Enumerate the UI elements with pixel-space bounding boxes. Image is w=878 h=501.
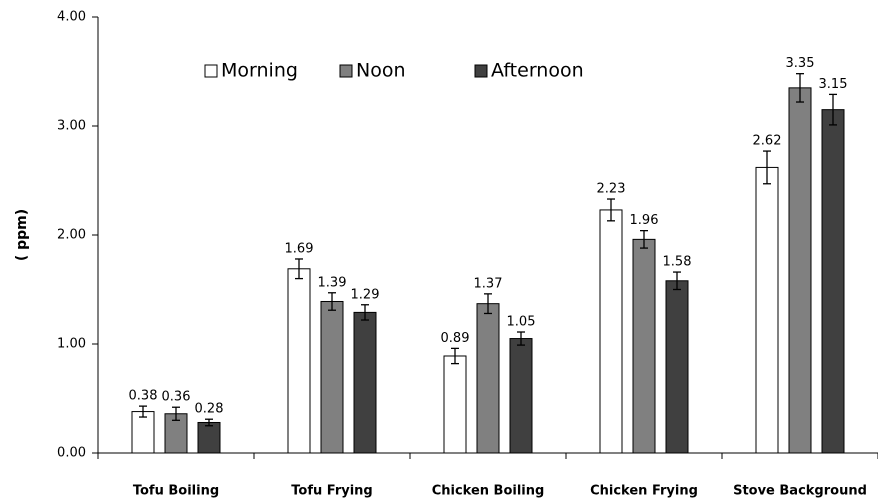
- data-label: 0.89: [441, 331, 470, 346]
- x-tick-label: Chicken Boiling: [432, 484, 545, 499]
- legend-key: [474, 64, 488, 78]
- bar: [443, 355, 467, 454]
- x-tick-label: Tofu Boiling: [133, 484, 219, 499]
- y-tick-label: 1.00: [57, 337, 86, 352]
- data-label: 0.38: [129, 389, 158, 404]
- data-label: 3.35: [786, 56, 815, 71]
- bar: [788, 87, 812, 454]
- y-tick-label: 3.00: [57, 119, 86, 134]
- data-label: 3.15: [819, 77, 848, 92]
- data-label: 1.05: [507, 315, 536, 330]
- bar: [287, 268, 311, 454]
- data-label: 0.36: [162, 390, 191, 405]
- data-label: 1.58: [663, 255, 692, 270]
- bar: [665, 280, 689, 454]
- y-axis-label: ( ppm): [14, 209, 30, 261]
- legend-key: [339, 64, 353, 78]
- bar: [599, 209, 623, 454]
- legend-label: Morning: [221, 60, 298, 82]
- y-tick-label: 4.00: [57, 10, 86, 25]
- x-tick-label: Tofu Frying: [291, 484, 372, 499]
- legend-label: Noon: [356, 60, 406, 82]
- bar: [509, 338, 533, 454]
- data-label: 2.23: [597, 182, 626, 197]
- bar: [320, 300, 344, 454]
- legend-label: Afternoon: [491, 60, 584, 82]
- bar: [821, 109, 845, 454]
- bar: [632, 238, 656, 454]
- bar: [476, 303, 500, 454]
- bar: [197, 421, 221, 454]
- data-label: 1.29: [351, 287, 380, 302]
- data-label: 1.96: [630, 213, 659, 228]
- bar: [353, 311, 377, 454]
- data-label: 0.28: [195, 402, 224, 417]
- bar: [755, 166, 779, 454]
- x-tick-label: Stove Background: [733, 484, 867, 499]
- data-label: 2.62: [753, 134, 782, 149]
- bar: [131, 411, 155, 454]
- y-tick-label: 2.00: [57, 228, 86, 243]
- data-label: 1.39: [318, 275, 347, 290]
- x-tick-label: Chicken Frying: [590, 484, 698, 499]
- data-label: 1.37: [474, 276, 503, 291]
- data-label: 1.69: [285, 241, 314, 256]
- y-tick-label: 0.00: [57, 446, 86, 461]
- legend-key: [204, 64, 218, 78]
